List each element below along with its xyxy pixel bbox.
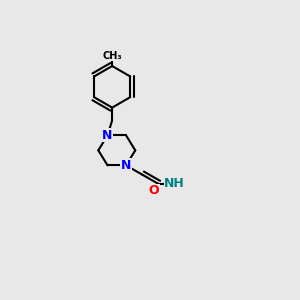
Text: CH₃: CH₃	[102, 51, 122, 61]
Text: O: O	[148, 184, 159, 197]
Text: N: N	[121, 159, 131, 172]
Text: NH: NH	[164, 177, 185, 190]
Text: N: N	[102, 129, 113, 142]
